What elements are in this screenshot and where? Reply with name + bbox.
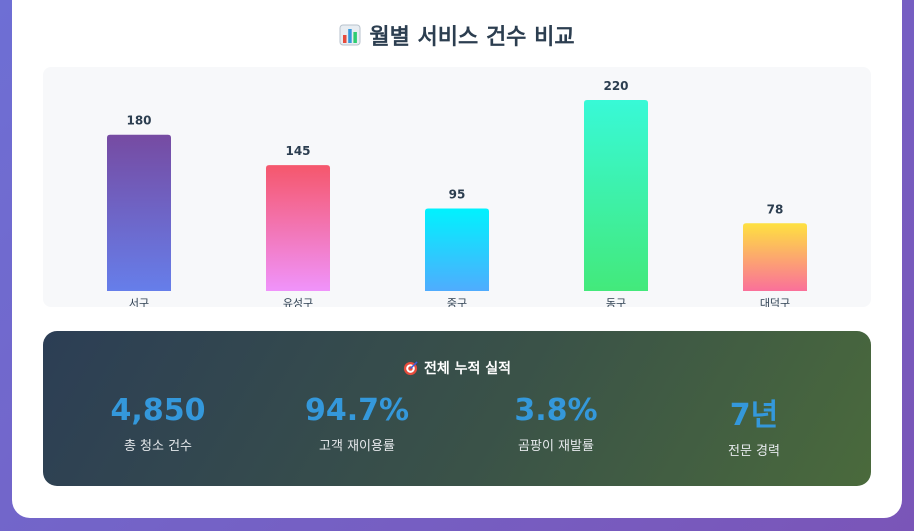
stat-label: 곰팡이 재발률 — [518, 439, 594, 454]
bar-대덕구 — [743, 223, 807, 291]
target-dart-icon — [403, 360, 418, 376]
category-label: 동구 — [606, 297, 626, 307]
chart-title: 월별 서비스 건수 비교 — [0, 20, 914, 50]
stat-label: 전문 경력 — [728, 444, 780, 459]
bar-value-label: 78 — [767, 202, 784, 216]
bar-유성구 — [266, 165, 330, 291]
category-label: 중구 — [447, 297, 467, 307]
stat-recurrence-rate: 3.8% 곰팡이 재발률 — [456, 393, 656, 454]
bar-중구 — [425, 208, 489, 291]
stat-label: 총 청소 건수 — [123, 439, 193, 454]
stat-experience: 7년 전문 경력 — [654, 398, 854, 459]
stat-value: 3.8% — [514, 393, 598, 428]
stat-reuse-rate: 94.7% 고객 재이용률 — [257, 393, 457, 454]
chart-title-text: 월별 서비스 건수 비교 — [369, 25, 575, 50]
stat-total-cleanings: 4,850 총 청소 건수 — [58, 393, 258, 454]
bar-value-label: 95 — [449, 188, 466, 202]
stat-value: 7년 — [729, 398, 779, 433]
stat-value: 94.7% — [304, 393, 410, 428]
bar-동구 — [584, 100, 648, 291]
stat-label: 고객 재이용률 — [319, 439, 395, 454]
category-label: 대덕구 — [760, 297, 790, 307]
bar-value-label: 220 — [603, 79, 628, 93]
category-label: 유성구 — [283, 297, 313, 307]
bar-서구 — [107, 134, 171, 291]
stat-value: 4,850 — [110, 393, 206, 428]
bar-chart-icon — [339, 24, 361, 46]
stats-panel — [43, 331, 871, 486]
stats-title-text: 전체 누적 실적 — [423, 361, 512, 377]
stats-title: 전체 누적 실적 — [0, 358, 914, 378]
bar-value-label: 180 — [126, 114, 151, 128]
category-label: 서구 — [129, 297, 149, 307]
bar-value-label: 145 — [285, 144, 310, 158]
bar-chart: 180 서구 145 유성구 95 중구 220 동구 78 대덕구 — [107, 79, 807, 307]
